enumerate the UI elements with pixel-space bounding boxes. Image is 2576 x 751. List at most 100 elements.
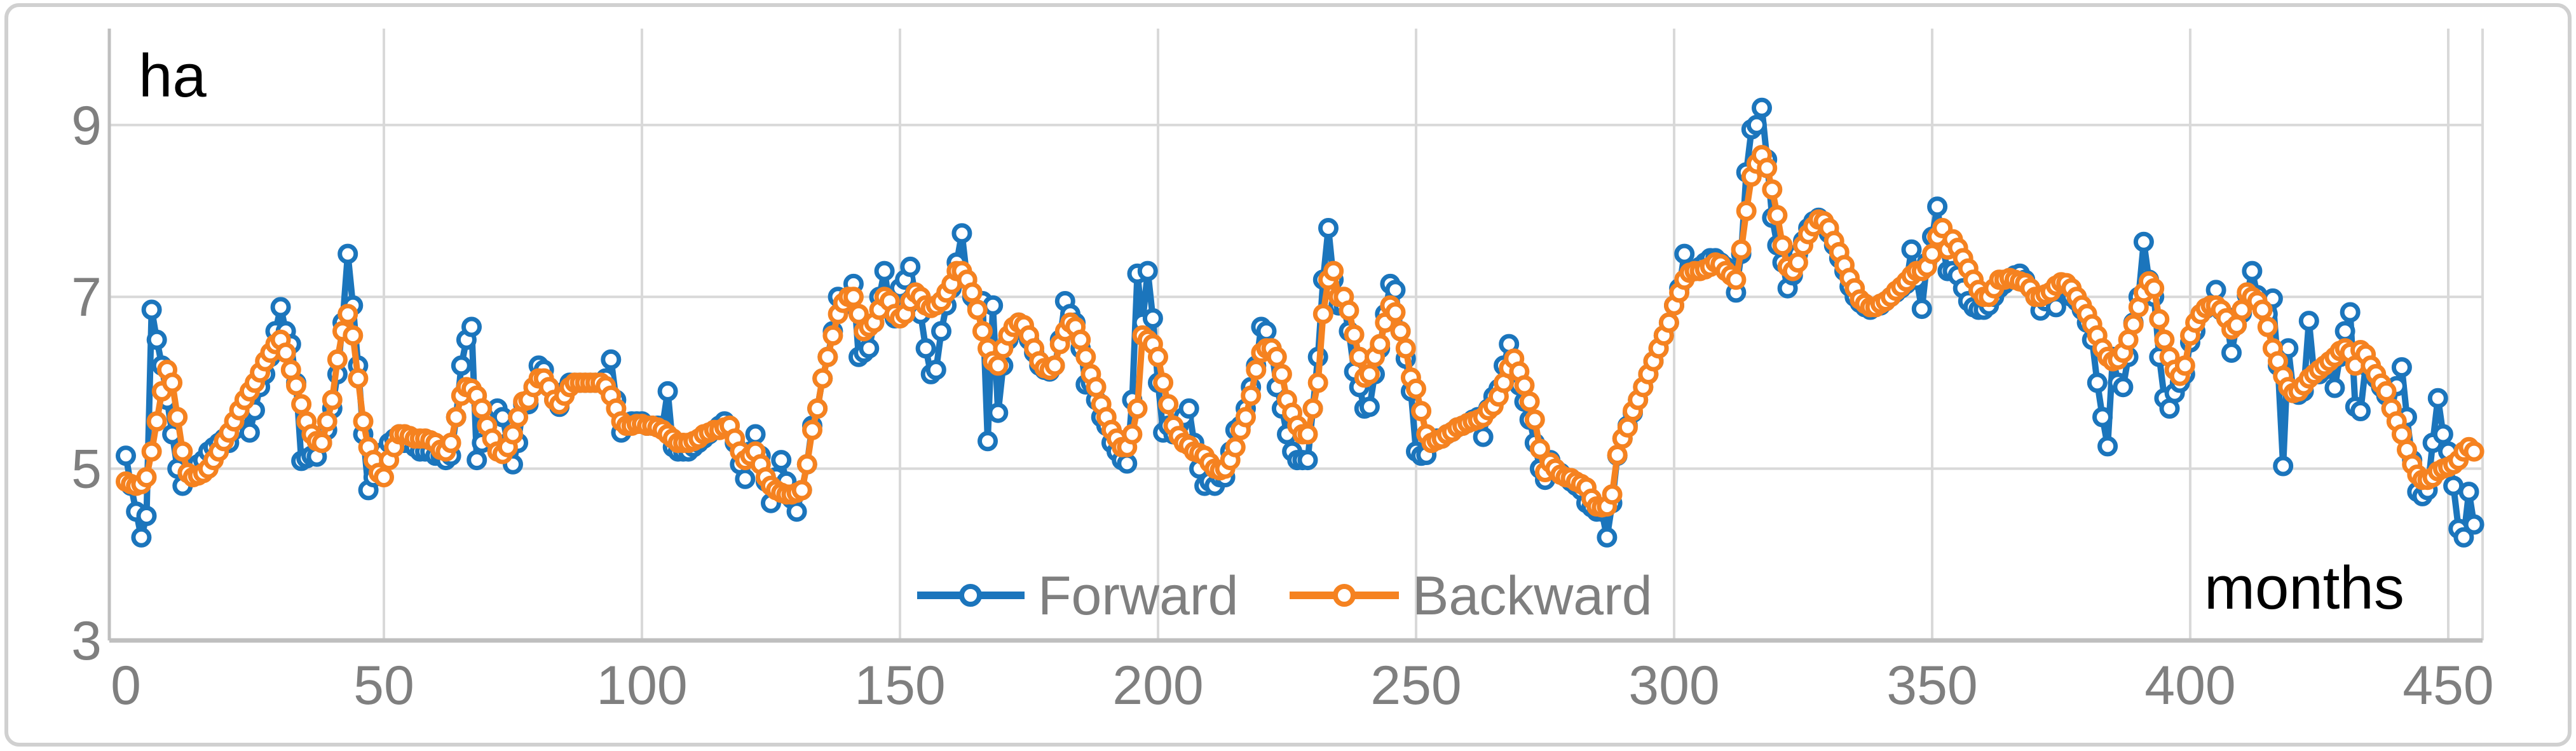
marker-backward [1127, 398, 1148, 419]
marker-backward [1359, 363, 1380, 384]
marker-backward [1241, 385, 1262, 406]
marker-forward [1117, 453, 1138, 474]
marker-forward [859, 338, 880, 359]
marker-backward [1323, 260, 1344, 281]
marker-forward [141, 299, 162, 320]
marker-backward [167, 407, 188, 428]
y-tick-label-5: 5 [71, 439, 102, 500]
marker-backward [1266, 346, 1287, 367]
x-tick-label-250: 250 [1370, 655, 1462, 716]
marker-backward [848, 304, 869, 325]
marker-backward [1731, 239, 1752, 260]
marker-backward [472, 398, 493, 419]
marker-backward [817, 346, 838, 367]
marker-forward [2427, 388, 2448, 409]
marker-backward [348, 368, 369, 389]
marker-backward [374, 467, 394, 488]
marker-forward [2391, 357, 2412, 378]
marker-backward [286, 375, 306, 396]
marker-backward [141, 441, 162, 462]
marker-backward [1344, 324, 1365, 345]
marker-backward [1772, 235, 1793, 256]
marker-forward [951, 223, 972, 244]
marker-backward [2174, 355, 2195, 376]
marker-forward [2113, 377, 2134, 398]
y-tick-label-9: 9 [71, 95, 102, 156]
marker-forward [2298, 311, 2319, 332]
marker-backward [1297, 424, 1318, 445]
marker-forward [745, 424, 766, 445]
marker-backward [972, 321, 993, 342]
marker-backward [1153, 372, 1174, 393]
marker-forward [2133, 231, 2154, 252]
marker-backward [2257, 316, 2278, 337]
marker-backward [1148, 346, 1168, 367]
marker-forward [2092, 407, 2113, 428]
marker-backward [2123, 314, 2144, 335]
marker-backward [807, 398, 828, 419]
series-backward [116, 145, 2484, 518]
marker-backward [1385, 302, 1406, 323]
marker-forward [2453, 527, 2474, 548]
y-axis-title: ha [139, 42, 207, 110]
x-axis-title: months [2204, 554, 2404, 622]
marker-forward [2097, 436, 2118, 457]
series-layer [116, 97, 2484, 548]
x-tick-label-100: 100 [596, 655, 688, 716]
marker-backward [1787, 252, 1808, 273]
marker-backward [1767, 205, 1788, 226]
legend-marker-forward-icon [959, 584, 982, 607]
marker-backward [822, 325, 843, 346]
marker-backward [172, 441, 193, 462]
marker-forward [2334, 321, 2355, 342]
marker-backward [843, 287, 864, 308]
marker-backward [1726, 269, 1747, 290]
marker-backward [503, 424, 523, 445]
marker-forward [1911, 299, 1932, 320]
x-tick-label-350: 350 [1886, 655, 1978, 716]
marker-forward [2340, 302, 2361, 323]
marker-forward [2087, 372, 2108, 393]
marker-forward [1178, 398, 1199, 419]
marker-backward [1757, 158, 1778, 179]
marker-forward [116, 445, 136, 466]
marker-forward [461, 316, 482, 337]
marker-backward [1607, 445, 1628, 465]
marker-forward [1137, 260, 1158, 281]
marker-forward [1927, 196, 1948, 217]
marker-backward [291, 394, 312, 415]
marker-forward [2324, 377, 2345, 398]
x-tick-label-400: 400 [2144, 655, 2236, 716]
marker-forward [451, 355, 472, 376]
marker-backward [1390, 321, 1411, 342]
marker-forward [2221, 342, 2242, 363]
x-tick-label-50: 50 [353, 655, 414, 716]
marker-backward [136, 467, 157, 488]
marker-backward [1236, 407, 1256, 428]
marker-backward [353, 411, 374, 432]
marker-backward [146, 411, 167, 432]
marker-backward [988, 355, 1009, 376]
marker-forward [786, 501, 807, 522]
x-tick-label-150: 150 [854, 655, 946, 716]
marker-forward [1359, 396, 1380, 417]
marker-backward [1070, 329, 1091, 350]
legend-item-forward: Forward [917, 565, 1238, 626]
marker-forward [131, 527, 152, 548]
x-tick-label-200: 200 [1112, 655, 1204, 716]
marker-forward [601, 349, 622, 370]
marker-backward [327, 349, 348, 370]
x-tick-label-0: 0 [111, 655, 141, 716]
marker-backward [275, 342, 296, 363]
marker-backward [1271, 363, 1292, 384]
marker-backward [967, 299, 988, 320]
marker-forward [915, 338, 936, 359]
marker-forward [1674, 243, 1695, 264]
legend-label-forward: Forward [1038, 565, 1238, 626]
marker-backward [1246, 360, 1267, 381]
legend-item-backward: Backward [1290, 565, 1653, 626]
marker-backward [440, 433, 461, 453]
x-tick-label-450: 450 [2402, 655, 2494, 716]
marker-backward [1312, 304, 1333, 325]
marker-backward [796, 454, 817, 475]
